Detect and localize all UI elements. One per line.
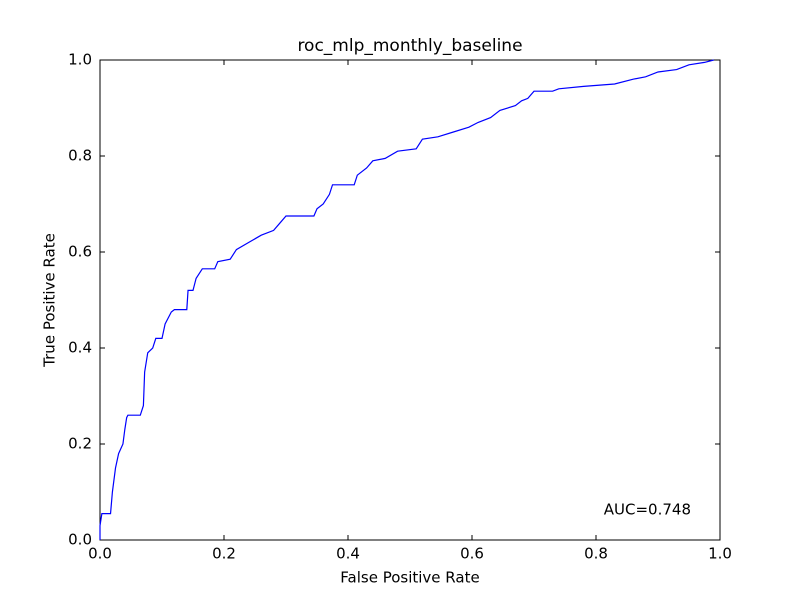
x-tick-label: 0.8: [584, 545, 608, 563]
roc-curve: [99, 59, 714, 540]
x-tick-label: 0.4: [336, 545, 360, 563]
x-tick-label: 0.0: [88, 545, 112, 563]
x-tick-label: 0.6: [460, 545, 484, 563]
y-axis-label: True Positive Rate: [41, 233, 59, 368]
chart-title: roc_mlp_monthly_baseline: [297, 36, 522, 56]
y-tick-label: 1.0: [68, 51, 92, 69]
x-tick-label: 0.2: [212, 545, 236, 563]
auc-annotation: AUC=0.748: [604, 501, 691, 519]
y-tick-label: 0.6: [68, 243, 92, 261]
y-tick-label: 0.8: [68, 147, 92, 165]
y-tick-label: 0.0: [68, 531, 92, 549]
y-tick-label: 0.4: [68, 339, 92, 357]
plot-frame: [99, 59, 721, 541]
y-tick-label: 0.2: [68, 435, 92, 453]
x-axis-label: False Positive Rate: [340, 569, 479, 587]
x-tick-label: 1.0: [708, 545, 732, 563]
